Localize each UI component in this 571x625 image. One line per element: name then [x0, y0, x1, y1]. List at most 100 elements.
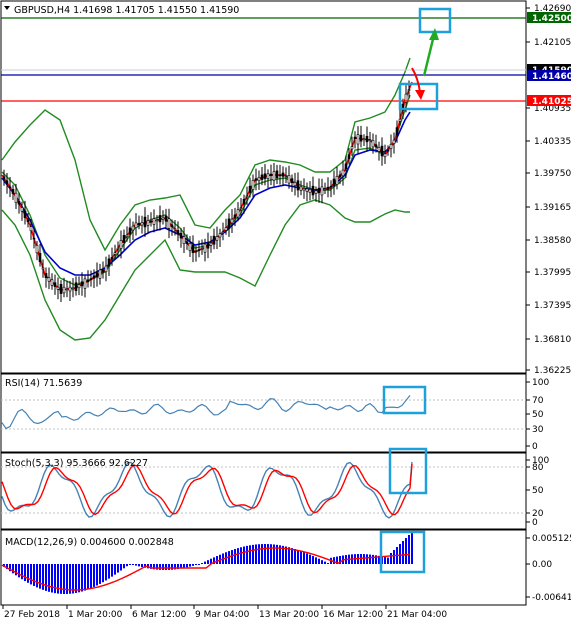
- candle-body: [257, 176, 261, 182]
- candle-body: [44, 273, 48, 278]
- macd-axis-tick: -0.006417: [532, 593, 571, 603]
- candle-body: [197, 249, 201, 251]
- macd-histogram-bar: [312, 556, 314, 564]
- candle-body: [182, 236, 186, 244]
- macd-histogram-bar: [402, 541, 404, 564]
- candle-body: [26, 219, 30, 223]
- macd-histogram-bar: [291, 548, 293, 564]
- main-axis-tick: 1.37395: [534, 301, 571, 311]
- macd-histogram-bar: [123, 564, 125, 569]
- candle-body: [161, 217, 165, 220]
- candle-body: [2, 176, 6, 180]
- macd-histogram-bar: [210, 558, 212, 564]
- candle-body: [263, 173, 267, 179]
- macd-histogram-bar: [324, 561, 326, 564]
- macd-histogram-bar: [339, 556, 341, 564]
- macd-histogram-bar: [279, 545, 281, 564]
- time-axis-label: 13 Mar 20:00: [259, 610, 319, 620]
- candle-body: [200, 248, 204, 250]
- stoch-main-line: [1, 461, 413, 519]
- candle-body: [95, 272, 99, 278]
- macd-histogram-bar: [195, 564, 197, 566]
- candle-body: [401, 103, 405, 111]
- stoch-axis-tick: 100: [532, 456, 549, 466]
- candle-body: [233, 214, 237, 219]
- macd-histogram-bar: [48, 564, 50, 592]
- candle-body: [251, 180, 255, 190]
- candle-body: [299, 186, 303, 191]
- macd-histogram-bar: [327, 563, 329, 565]
- rsi-axis-tick: 30: [532, 425, 544, 435]
- macd-histogram-bar: [288, 547, 290, 564]
- candle-body: [389, 144, 393, 149]
- stoch-axis-tick: 50: [532, 486, 544, 496]
- macd-histogram-bar: [234, 549, 236, 564]
- macd-histogram-bar: [111, 564, 113, 577]
- macd-histogram-bar: [21, 564, 23, 580]
- macd-histogram-bar: [258, 544, 260, 564]
- candle-body: [311, 185, 315, 196]
- candle-body: [395, 127, 399, 136]
- candle-body: [275, 170, 279, 179]
- svg-text:1.42500: 1.42500: [532, 14, 571, 24]
- candle-body: [317, 187, 321, 194]
- macd-histogram-bar: [252, 544, 254, 564]
- main-axis-tick: 1.42105: [534, 38, 571, 48]
- macd-histogram-bar: [114, 564, 116, 575]
- candle-body: [65, 288, 69, 291]
- macd-histogram-bar: [300, 551, 302, 564]
- candle-body: [227, 218, 231, 229]
- macd-histogram-bar: [363, 554, 365, 564]
- macd-histogram-bar: [63, 564, 65, 594]
- collapse-icon[interactable]: [4, 6, 10, 10]
- macd-histogram-bar: [201, 563, 203, 565]
- candle-body: [191, 244, 195, 253]
- candle-body: [152, 218, 156, 225]
- main-title: GBPUSD,H4 1.41698 1.41705 1.41550 1.4159…: [14, 5, 239, 16]
- candle-body: [335, 176, 339, 185]
- time-axis-label: 9 Mar 04:00: [195, 610, 250, 620]
- macd-histogram-bar: [306, 553, 308, 564]
- macd-histogram-bar: [174, 564, 176, 570]
- candle-body: [83, 278, 87, 289]
- macd-histogram-bar: [369, 554, 371, 564]
- macd-histogram-bar: [276, 544, 278, 564]
- candle-body: [323, 188, 327, 191]
- bollinger-lower-line: [1, 199, 410, 341]
- candle-body: [284, 175, 288, 177]
- stoch-title: Stoch(5,3,3) 95.3666 92.6227: [5, 458, 148, 469]
- main-axis-tick: 1.42690: [534, 4, 571, 14]
- candle-body: [242, 198, 246, 205]
- candle-body: [356, 134, 360, 145]
- main-axis-tick: 1.39165: [534, 203, 571, 213]
- candle-body: [290, 178, 294, 183]
- candle-body: [377, 147, 381, 152]
- candle-body: [47, 277, 51, 282]
- candle-body: [122, 235, 126, 243]
- candle-body: [137, 222, 141, 226]
- macd-histogram-bar: [108, 564, 110, 579]
- candle-body: [143, 216, 147, 228]
- macd-histogram-bar: [399, 544, 401, 564]
- macd-histogram-bar: [60, 564, 62, 594]
- macd-histogram-bar: [126, 564, 128, 567]
- macd-histogram-bar: [15, 564, 17, 576]
- macd-histogram-bar: [309, 554, 311, 564]
- candle-body: [104, 265, 108, 273]
- stoch-axis-tick: 0: [532, 518, 538, 528]
- macd-histogram-bar: [168, 564, 170, 570]
- macd-histogram-bar: [177, 564, 179, 570]
- macd-histogram-bar: [165, 564, 167, 570]
- candle-body: [212, 235, 216, 245]
- candle-body: [347, 154, 351, 160]
- candle-body: [188, 243, 192, 252]
- macd-histogram-bar: [45, 564, 47, 591]
- macd-histogram-bar: [213, 557, 215, 564]
- macd-histogram-bar: [375, 555, 377, 564]
- macd-histogram-bar: [57, 564, 59, 594]
- candle-body: [326, 186, 330, 190]
- macd-histogram-bar: [198, 564, 200, 565]
- main-axis-tick: 1.37995: [534, 268, 571, 278]
- candle-body: [158, 215, 162, 223]
- candle-body: [368, 139, 372, 141]
